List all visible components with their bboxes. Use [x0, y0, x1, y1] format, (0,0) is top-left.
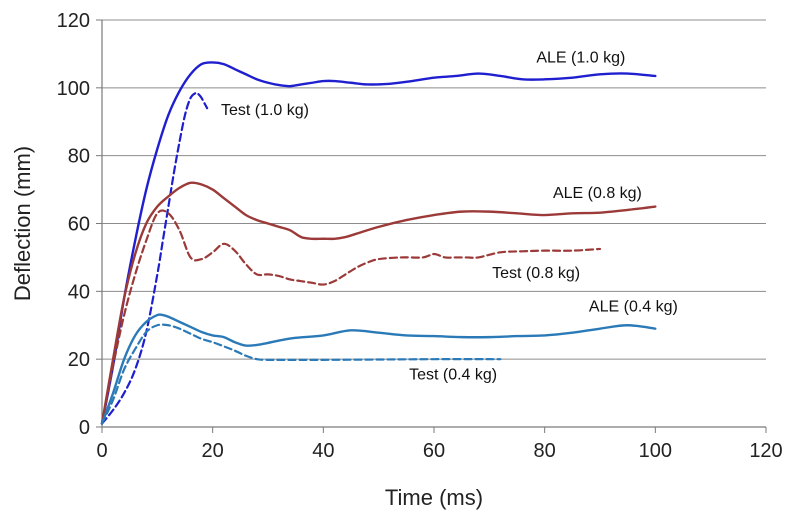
y-tick-label-0: 0	[79, 417, 90, 439]
axes	[96, 19, 767, 433]
series-line-ale-0-4-kg	[100, 313, 657, 425]
series-line-test-1-0-kg	[100, 91, 209, 425]
x-tick-label-1: 20	[202, 440, 224, 462]
x-tick-label-3: 60	[423, 440, 445, 462]
series-annotations: ALE (1.0 kg) Test (1.0 kg) ALE (0.8 kg) Tes…	[221, 49, 678, 383]
series-line-ale-1-0-kg	[100, 61, 657, 425]
annotation-test-0-8-kg: Test (0.8 kg)	[492, 265, 580, 282]
y-tick-label-6: 120	[57, 10, 90, 32]
annotation-ale-0-8-kg: ALE (0.8 kg)	[553, 185, 642, 202]
x-tick-label-2: 40	[312, 440, 334, 462]
data-series	[100, 61, 657, 425]
x-tick-label-5: 100	[639, 440, 672, 462]
y-axis-title: Deflection (mm)	[10, 146, 35, 301]
annotation-ale-0-4-kg: ALE (0.4 kg)	[589, 299, 678, 316]
x-tick-label-0: 0	[96, 440, 107, 462]
grid-lines	[102, 19, 766, 360]
tick-labels: 0 20 40 60 80 100 120 0 20 40 60 80 100 120	[57, 10, 783, 462]
annotation-ale-1-0-kg: ALE (1.0 kg)	[536, 49, 625, 66]
y-tick-label-3: 60	[68, 214, 90, 236]
series-line-ale-0-8-kg	[100, 181, 657, 425]
y-tick-label-2: 40	[68, 281, 90, 303]
x-axis-title: Time (ms)	[385, 485, 483, 510]
series-line-test-0-8-kg	[100, 209, 602, 425]
x-tick-label-4: 80	[534, 440, 556, 462]
x-tick-label-6: 120	[749, 440, 782, 462]
series-line-test-0-4-kg	[100, 323, 502, 425]
y-tick-label-4: 80	[68, 146, 90, 168]
y-tick-label-1: 20	[68, 349, 90, 371]
annotation-test-0-4-kg: Test (0.4 kg)	[409, 367, 497, 384]
y-tick-label-5: 100	[57, 78, 90, 100]
annotation-test-1-0-kg: Test (1.0 kg)	[221, 102, 309, 119]
